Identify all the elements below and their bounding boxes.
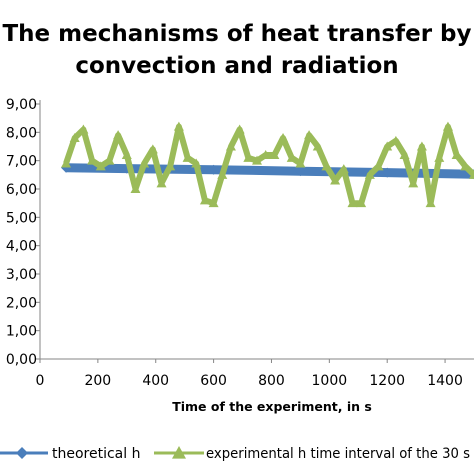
y-tick-label: 8,00	[6, 125, 37, 141]
point-experimental-h	[425, 198, 436, 208]
point-experimental-h	[451, 150, 462, 159]
point-experimental-h	[234, 124, 245, 134]
point-experimental-h	[321, 161, 332, 171]
y-tick-label: 4,00	[6, 239, 37, 255]
legend-label-theoretical-h: theoretical h	[52, 446, 140, 462]
point-experimental-h	[408, 178, 419, 188]
y-tick-label: 0,00	[6, 352, 37, 368]
point-experimental-h	[130, 184, 141, 193]
y-tick-label: 2,00	[6, 295, 37, 311]
point-experimental-h	[269, 150, 280, 159]
y-tick-label: 1,00	[6, 324, 37, 340]
point-experimental-h	[217, 169, 228, 179]
point-experimental-h	[121, 150, 132, 159]
point-experimental-h	[173, 121, 184, 131]
chart-title-line-2: convection and radiation	[75, 53, 399, 79]
x-tick-label: 200	[84, 373, 111, 389]
point-experimental-h	[104, 155, 115, 165]
y-tick-label: 5,00	[6, 210, 37, 226]
point-experimental-h	[347, 198, 358, 208]
point-experimental-h	[78, 124, 89, 134]
point-experimental-h	[434, 152, 445, 162]
point-experimental-h	[225, 141, 236, 151]
series-line-experimental-h	[63, 123, 474, 207]
x-tick-label: 1000	[312, 373, 348, 389]
x-tick-label: 1400	[427, 373, 463, 389]
x-tick-label: 400	[142, 373, 169, 389]
point-experimental-h	[382, 141, 393, 151]
point-experimental-h	[252, 155, 262, 165]
point-experimental-h	[69, 133, 80, 142]
point-experimental-h	[139, 158, 150, 168]
point-experimental-h	[469, 169, 474, 179]
point-experimental-h	[278, 133, 289, 142]
y-tick-label: 3,00	[6, 267, 37, 283]
series-line-theoretical-h	[65, 163, 474, 179]
chart-title: The mechanisms of heat transfer by conve…	[0, 18, 474, 82]
point-theoretical-h	[295, 166, 306, 177]
point-experimental-h	[191, 158, 202, 168]
series-layer	[61, 121, 474, 208]
point-experimental-h	[156, 178, 167, 188]
chart-title-line-1: The mechanisms of heat transfer by	[2, 21, 472, 47]
x-tick-label: 0	[36, 373, 45, 389]
x-tick-label: 800	[258, 373, 285, 389]
point-experimental-h	[243, 152, 254, 162]
legend-marker-theoretical-h	[16, 447, 28, 459]
point-experimental-h	[208, 198, 219, 208]
point-experimental-h	[330, 175, 341, 185]
point-experimental-h	[442, 121, 453, 131]
point-experimental-h	[356, 198, 367, 208]
axes: 0,00 1,00 2,00 3,00 4,00 5,00 6,00 7,00 8,00 9,00…	[6, 97, 474, 389]
y-tick-label: 6,00	[6, 182, 37, 198]
point-experimental-h	[165, 161, 176, 171]
legend-marker-experimental-h	[172, 446, 186, 459]
point-experimental-h	[460, 161, 471, 171]
point-experimental-h	[61, 158, 72, 168]
y-tick-label: 7,00	[6, 154, 37, 170]
point-experimental-h	[182, 152, 193, 162]
point-experimental-h	[312, 141, 323, 151]
point-experimental-h	[147, 144, 158, 154]
point-experimental-h	[113, 130, 124, 140]
point-experimental-h	[364, 169, 375, 179]
point-experimental-h	[95, 161, 106, 171]
point-experimental-h	[416, 141, 427, 151]
legend: theoretical h experimental h time interva…	[0, 446, 470, 462]
point-experimental-h	[87, 155, 98, 165]
point-experimental-h	[286, 152, 297, 162]
legend-label-experimental-h: experimental h time interval of the 30 s	[206, 446, 470, 462]
point-experimental-h	[260, 150, 271, 159]
x-tick-label: 600	[200, 373, 227, 389]
y-tick-label: 9,00	[6, 97, 37, 113]
point-experimental-h	[295, 158, 306, 168]
point-experimental-h	[390, 135, 401, 145]
point-theoretical-h	[208, 164, 219, 175]
point-experimental-h	[399, 150, 410, 159]
x-axis-label: Time of the experiment, in s	[172, 399, 372, 414]
x-tick-label: 1200	[369, 373, 405, 389]
point-experimental-h	[338, 164, 349, 174]
point-theoretical-h	[382, 167, 393, 178]
point-experimental-h	[373, 161, 384, 171]
point-experimental-h	[304, 130, 315, 140]
point-experimental-h	[199, 195, 210, 205]
